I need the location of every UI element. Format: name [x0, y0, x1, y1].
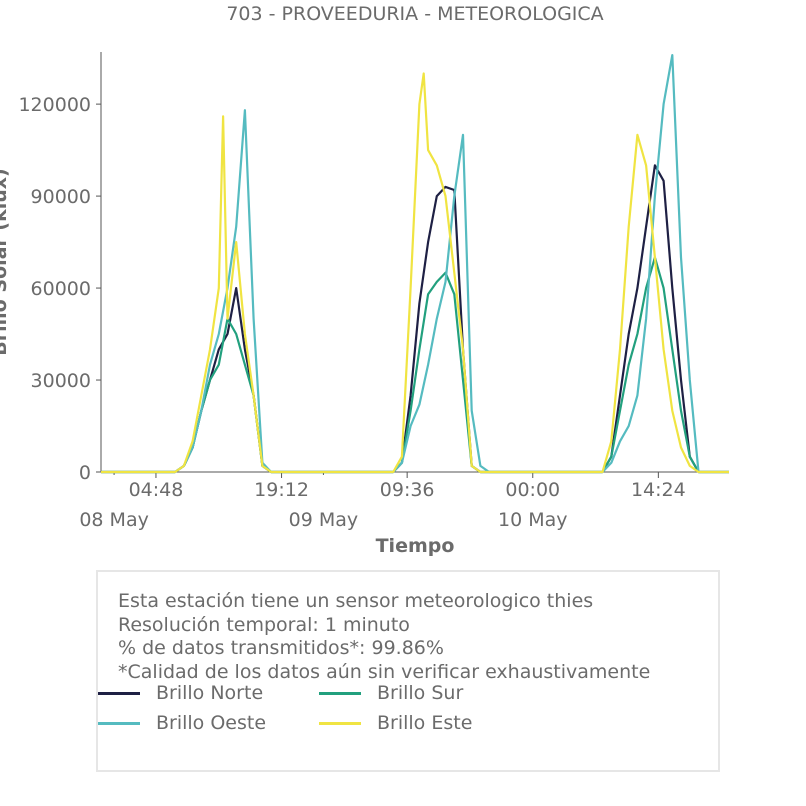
legend-swatch-sur	[319, 691, 361, 695]
x-date-label: 08 May	[79, 509, 149, 531]
legend-swatch-oeste	[98, 721, 140, 725]
x-tick-label: 14:24	[631, 479, 686, 501]
legend-item-oeste: Brillo Oeste	[98, 712, 266, 734]
series-line-brillo-este	[101, 72, 729, 474]
x-tick-label: 09:36	[380, 479, 435, 501]
info-resolution-text: Resolución temporal: 1 minuto	[118, 614, 410, 636]
y-tick-label: 90000	[31, 186, 91, 208]
y-tick-label: 30000	[31, 370, 91, 392]
info-quality-text: *Calidad de los datos aún sin verificar …	[118, 661, 651, 683]
legend-item-norte: Brillo Norte	[98, 682, 263, 704]
y-tick-label: 0	[79, 462, 91, 484]
legend-label-norte: Brillo Norte	[156, 682, 264, 704]
chart: 703 - PROVEEDURIA - METEOROLOGICA Brillo…	[0, 3, 729, 557]
x-tick-label: 00:00	[505, 479, 560, 501]
legend-item-sur: Brillo Sur	[319, 682, 463, 704]
legend-label-este: Brillo Este	[377, 712, 473, 734]
plot-area: 0 30000 60000 90000 120000 04:48 19:12 09:36 00:…	[18, 52, 729, 531]
series-line-brillo-oeste	[101, 54, 729, 474]
x-axis-label: Tiempo	[376, 535, 455, 557]
info-station-text: Esta estación tiene un sensor meteorolog…	[118, 590, 594, 612]
info-transmitted-text: % de datos transmitidos*: 99.86%	[118, 637, 444, 659]
legend-swatch-norte	[98, 691, 140, 695]
series-line-brillo-norte	[101, 164, 729, 474]
x-tick-label: 04:48	[129, 479, 184, 501]
y-axis-label: Brillo Solar (klux)	[0, 168, 11, 355]
chart-title: 703 - PROVEEDURIA - METEOROLOGICA	[226, 3, 603, 25]
x-date-label: 09 May	[289, 509, 359, 531]
legend-item-este: Brillo Este	[319, 712, 472, 734]
info-box: Esta estación tiene un sensor meteorolog…	[96, 570, 720, 772]
legend-label-sur: Brillo Sur	[377, 682, 464, 704]
x-tick-label: 19:12	[254, 479, 309, 501]
x-date-label: 10 May	[498, 509, 568, 531]
legend-label-oeste: Brillo Oeste	[156, 712, 267, 734]
y-tick-label: 60000	[31, 278, 91, 300]
legend-swatch-este	[319, 721, 361, 725]
y-tick-label: 120000	[18, 94, 91, 116]
